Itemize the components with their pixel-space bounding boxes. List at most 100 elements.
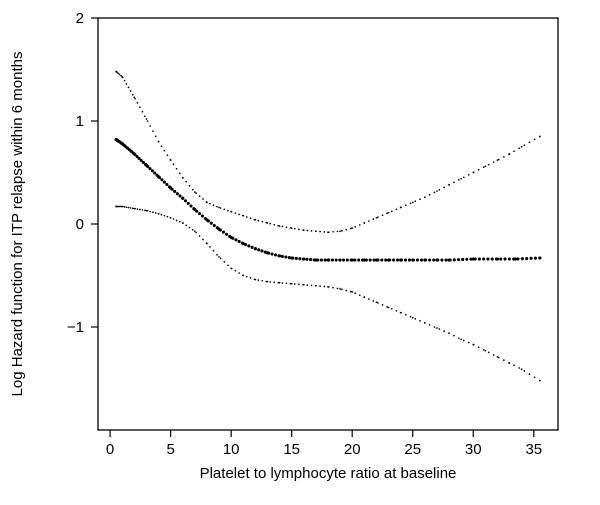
data-point (375, 216, 378, 219)
data-point (362, 258, 366, 262)
data-point (115, 70, 118, 73)
data-point (351, 227, 354, 229)
data-point (306, 284, 309, 286)
data-point (315, 230, 317, 233)
data-point (339, 230, 341, 233)
data-point (330, 258, 334, 262)
data-point (419, 198, 421, 201)
data-point (436, 327, 438, 329)
data-point (198, 212, 202, 216)
series-layer (114, 70, 542, 382)
data-point (273, 223, 276, 226)
data-point (230, 267, 233, 270)
data-point (223, 261, 226, 263)
data-point (363, 296, 366, 298)
data-point (195, 192, 198, 195)
data-point (247, 244, 251, 248)
data-point (134, 97, 136, 100)
data-point (448, 184, 450, 186)
data-point (377, 302, 379, 304)
data-point (249, 277, 252, 279)
data-point (435, 258, 439, 262)
data-point (525, 257, 529, 261)
data-point (384, 258, 388, 262)
data-point (484, 349, 487, 352)
data-point (447, 258, 451, 262)
data-point (462, 176, 465, 179)
data-point (238, 272, 240, 274)
data-point (169, 216, 172, 219)
data-point (129, 90, 132, 92)
data-point (503, 359, 505, 361)
data-point (218, 256, 220, 258)
data-point (200, 214, 205, 218)
data-point (513, 150, 515, 153)
data-point (460, 177, 463, 180)
data-point (224, 232, 229, 236)
data-point (153, 171, 157, 175)
data-point (387, 211, 390, 214)
data-point (209, 221, 213, 225)
data-point (206, 201, 208, 204)
data-point (327, 285, 329, 288)
data-point (538, 379, 541, 382)
data-point (332, 286, 334, 289)
data-point (152, 211, 154, 214)
data-point (223, 208, 226, 211)
data-point (212, 223, 216, 228)
data-point (115, 205, 118, 208)
data-point (162, 180, 166, 184)
data-point (495, 257, 500, 261)
data-point (428, 258, 432, 262)
data-point (144, 209, 146, 212)
data-point (277, 224, 280, 227)
data-point (456, 258, 461, 262)
y-axis: −1 0 1 2 (67, 10, 98, 336)
data-point (120, 142, 124, 146)
data-point (139, 158, 143, 162)
data-point (372, 218, 375, 220)
data-point (538, 135, 541, 138)
data-point (497, 158, 500, 161)
y-tick-label: 2 (76, 10, 84, 27)
data-point (482, 348, 485, 351)
data-point (133, 96, 136, 99)
data-point (409, 315, 412, 318)
data-point (484, 165, 487, 168)
data-point (345, 228, 348, 231)
data-point (141, 160, 145, 164)
x-tick-label: 10 (223, 441, 240, 458)
data-point (349, 290, 352, 293)
data-point (358, 224, 361, 226)
data-point (372, 258, 376, 262)
data-point (395, 258, 400, 262)
data-point (266, 280, 269, 283)
data-point (538, 256, 542, 260)
data-point (533, 256, 537, 260)
data-point (341, 288, 343, 291)
data-point (460, 338, 463, 341)
data-point (440, 258, 444, 262)
data-point (314, 258, 318, 262)
data-point (395, 309, 398, 312)
x-tick-label: 30 (465, 441, 482, 458)
y-tick-label: −1 (67, 319, 84, 336)
data-point (472, 343, 475, 346)
data-point (315, 284, 317, 287)
data-point (139, 106, 141, 109)
data-point (163, 214, 166, 217)
data-point (377, 216, 379, 219)
data-point (438, 188, 441, 191)
data-point (144, 163, 148, 167)
data-point (452, 258, 456, 262)
data-point (157, 140, 160, 143)
data-point (305, 257, 309, 261)
data-point (490, 257, 494, 261)
data-point (178, 172, 181, 175)
data-point (269, 281, 272, 283)
data-point (145, 209, 148, 212)
data-point (386, 258, 391, 262)
data-point (261, 220, 264, 223)
data-point (238, 213, 240, 216)
